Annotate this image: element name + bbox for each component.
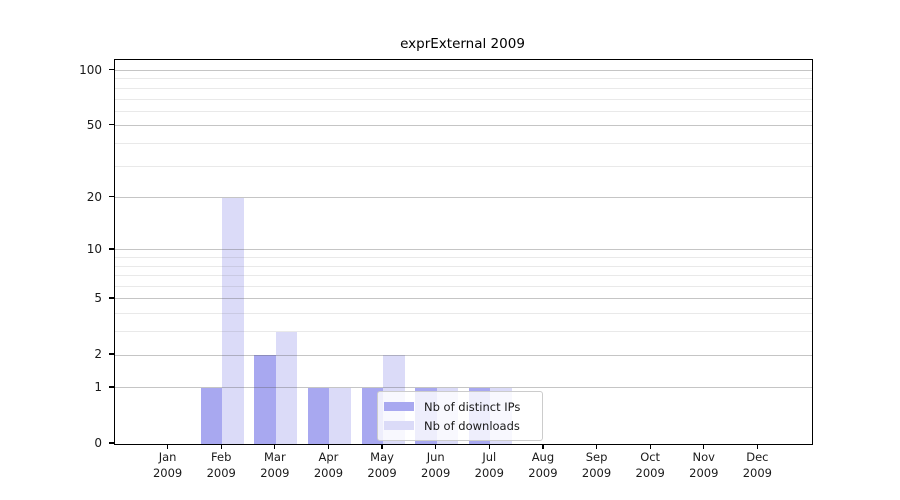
y-tick-label-50: 50: [86, 117, 102, 132]
x-tick-label-may: May 2009: [367, 450, 397, 480]
x-tick-mark-aug: [542, 444, 544, 450]
minor-gridline-7: [115, 275, 812, 277]
major-gridline-1: [115, 387, 812, 389]
bar-distinct-ips-apr: [308, 387, 330, 444]
y-tick-mark-20: [109, 195, 114, 198]
x-tick-mark-feb: [220, 444, 222, 450]
legend-swatch-distinct-ips: [384, 402, 414, 411]
x-tick-mark-may: [381, 444, 383, 450]
minor-gridline-90: [115, 78, 812, 80]
x-tick-label-jan: Jan 2009: [152, 450, 183, 480]
bar-distinct-ips-mar: [254, 355, 276, 444]
x-tick-label-jul: Jul 2009: [474, 450, 504, 480]
bar-downloads-apr: [329, 387, 351, 444]
x-tick-mark-dec: [756, 444, 759, 450]
bar-downloads-feb: [222, 197, 244, 444]
x-tick-label-dec: Dec 2009: [742, 450, 773, 480]
legend-label-downloads: Nb of downloads: [424, 418, 520, 433]
legend: Nb of distinct IPs Nb of downloads: [377, 391, 543, 441]
x-tick-mark-oct: [649, 444, 651, 450]
x-tick-mark-apr: [327, 444, 330, 450]
y-tick-label-1: 1: [94, 379, 102, 394]
x-tick-mark-jan: [166, 444, 169, 450]
x-tick-label-feb: Feb 2009: [206, 450, 236, 480]
legend-label-distinct-ips: Nb of distinct IPs: [424, 399, 521, 414]
bar-distinct-ips-feb: [200, 387, 223, 444]
minor-gridline-60: [115, 110, 812, 112]
y-tick-mark-50: [109, 124, 114, 126]
minor-gridline-80: [115, 87, 812, 89]
x-tick-label-aug: Aug 2009: [528, 450, 558, 480]
y-tick-mark-100: [109, 68, 114, 71]
y-tick-label-2: 2: [94, 347, 102, 362]
x-tick-label-nov: Nov 2009: [689, 450, 719, 480]
x-tick-mark-jul: [488, 444, 490, 450]
minor-gridline-6: [115, 286, 812, 288]
y-tick-label-0: 0: [94, 436, 102, 450]
y-tick-label-20: 20: [86, 189, 102, 204]
minor-gridline-40: [115, 142, 812, 144]
major-gridline-20: [115, 197, 812, 199]
major-gridline-100: [115, 70, 812, 71]
major-gridline-50: [115, 125, 812, 127]
y-tick-mark-10: [109, 248, 114, 250]
y-tick-label-5: 5: [94, 290, 102, 305]
x-tick-mark-jun: [435, 444, 437, 450]
minor-gridline-4: [115, 313, 812, 315]
minor-gridline-9: [115, 257, 812, 259]
y-tick-mark-0: [109, 442, 114, 444]
minor-gridline-3: [115, 331, 812, 333]
x-tick-label-apr: Apr 2009: [313, 450, 344, 480]
legend-row-downloads: Nb of downloads: [384, 416, 533, 435]
x-tick-label-sep: Sep 2009: [581, 450, 612, 480]
chart-title: exprExternal 2009: [400, 36, 525, 52]
x-tick-label-jun: Jun 2009: [421, 450, 451, 480]
legend-swatch-downloads: [384, 421, 414, 430]
y-tick-mark-1: [109, 386, 114, 388]
plot-area: Nb of distinct IPs Nb of downloads: [114, 59, 813, 445]
major-gridline-5: [115, 298, 812, 300]
minor-gridline-70: [115, 98, 812, 100]
bar-downloads-mar: [275, 331, 298, 444]
major-gridline-10: [115, 249, 812, 251]
x-tick-mark-sep: [595, 444, 598, 450]
y-tick-mark-5: [109, 297, 114, 299]
x-tick-mark-mar: [274, 444, 276, 450]
y-tick-label-10: 10: [86, 241, 102, 256]
legend-row-distinct-ips: Nb of distinct IPs: [384, 397, 533, 416]
minor-gridline-8: [115, 265, 812, 267]
major-gridline-2: [115, 354, 812, 356]
x-tick-mark-nov: [703, 444, 705, 450]
minor-gridline-30: [115, 165, 812, 167]
x-tick-label-mar: Mar 2009: [260, 450, 290, 480]
x-tick-label-oct: Oct 2009: [635, 450, 665, 480]
y-tick-mark-2: [109, 353, 114, 355]
y-tick-label-100: 100: [79, 62, 102, 77]
